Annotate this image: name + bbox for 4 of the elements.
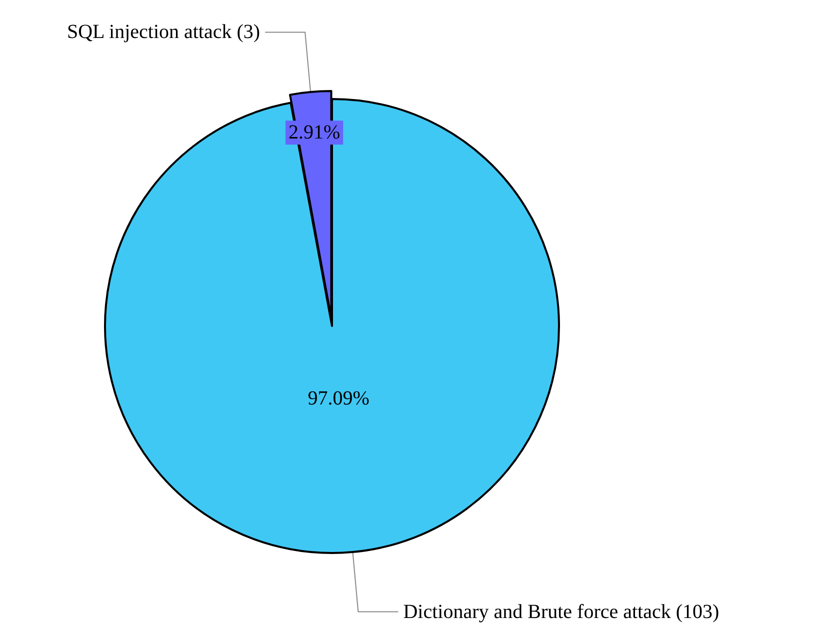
- data-label: 97.09%: [308, 387, 370, 410]
- slice-label: SQL injection attack (3): [66, 21, 260, 44]
- data-label: 2.91%: [288, 122, 340, 144]
- slice-label: Dictionary and Brute force attack (103): [403, 600, 720, 623]
